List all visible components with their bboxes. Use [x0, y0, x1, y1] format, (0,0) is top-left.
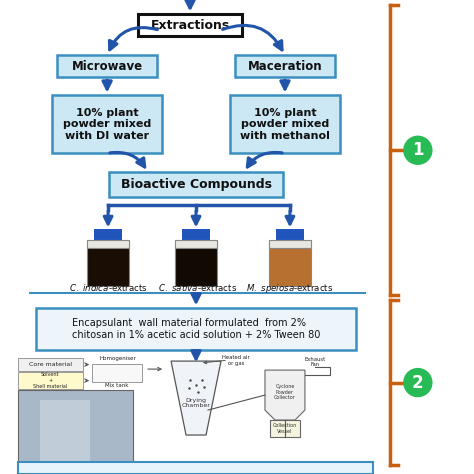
Polygon shape	[171, 361, 221, 435]
Text: Bioactive Compounds: Bioactive Compounds	[120, 178, 272, 191]
Text: Heated air
or gas: Heated air or gas	[222, 355, 250, 365]
FancyBboxPatch shape	[87, 248, 129, 286]
Text: Mix tank: Mix tank	[105, 383, 129, 388]
Text: Encapsulant  wall material formulated  from 2%
chitosan in 1% acetic acid soluti: Encapsulant wall material formulated fro…	[72, 319, 320, 340]
Text: $\it{M.\ speiosa}$-extracts: $\it{M.\ speiosa}$-extracts	[246, 282, 334, 295]
Text: Exhaust
Fan: Exhaust Fan	[304, 357, 326, 367]
FancyBboxPatch shape	[87, 240, 129, 248]
Text: Drying
Chamber: Drying Chamber	[182, 398, 210, 409]
FancyBboxPatch shape	[270, 420, 300, 437]
Text: 1: 1	[412, 141, 424, 159]
Text: Core material: Core material	[28, 362, 72, 367]
Text: Extractions: Extractions	[150, 19, 230, 32]
Text: Homogeniser: Homogeniser	[100, 356, 137, 361]
FancyBboxPatch shape	[92, 364, 142, 382]
Text: $\it{C.\ indica}$-extracts: $\it{C.\ indica}$-extracts	[69, 282, 147, 293]
FancyBboxPatch shape	[269, 248, 311, 286]
Text: 10% plant
powder mixed
with DI water: 10% plant powder mixed with DI water	[63, 108, 151, 141]
Circle shape	[404, 137, 432, 164]
FancyBboxPatch shape	[18, 372, 83, 389]
FancyBboxPatch shape	[175, 240, 217, 248]
FancyBboxPatch shape	[57, 55, 157, 77]
FancyBboxPatch shape	[52, 95, 162, 153]
FancyBboxPatch shape	[276, 229, 304, 241]
Text: $\it{C.\ sativa}$-extracts: $\it{C.\ sativa}$-extracts	[158, 282, 237, 293]
Text: Maceration: Maceration	[247, 60, 322, 73]
Text: Collection
Vessel: Collection Vessel	[273, 423, 297, 434]
FancyBboxPatch shape	[235, 55, 335, 77]
FancyBboxPatch shape	[18, 462, 373, 474]
FancyBboxPatch shape	[269, 240, 311, 248]
Text: Microwave: Microwave	[72, 60, 143, 73]
FancyBboxPatch shape	[18, 390, 133, 474]
FancyBboxPatch shape	[175, 248, 217, 286]
FancyBboxPatch shape	[109, 172, 283, 197]
FancyBboxPatch shape	[36, 308, 356, 350]
FancyBboxPatch shape	[40, 400, 90, 470]
Text: Cyclone
Powder
Collector: Cyclone Powder Collector	[274, 384, 296, 401]
Text: 10% plant
powder mixed
with methanol: 10% plant powder mixed with methanol	[240, 108, 330, 141]
FancyBboxPatch shape	[94, 229, 122, 241]
Text: 2: 2	[412, 374, 424, 392]
FancyBboxPatch shape	[137, 14, 243, 36]
Polygon shape	[265, 370, 305, 420]
FancyBboxPatch shape	[182, 229, 210, 241]
Circle shape	[404, 369, 432, 397]
Text: Solvent
+
Shell material: Solvent + Shell material	[33, 372, 67, 389]
FancyBboxPatch shape	[18, 358, 83, 371]
FancyBboxPatch shape	[230, 95, 340, 153]
